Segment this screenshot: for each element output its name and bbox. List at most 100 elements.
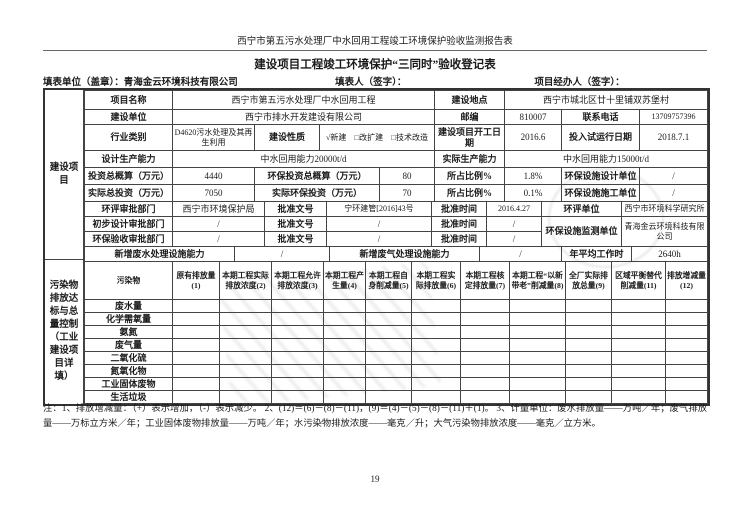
fill-person-label: 填表人（签字）： — [335, 78, 407, 88]
industry-label: 行业类别 — [83, 124, 173, 151]
col-header-pollutant: 污染物 — [83, 261, 173, 300]
acceptance-docno-label: 批准文号 — [263, 231, 327, 247]
eia-dept-label: 环评审批部门 — [83, 201, 173, 217]
data-cell — [664, 312, 708, 326]
data-cell — [171, 377, 220, 391]
acceptance-dept-value: / — [171, 231, 265, 247]
new-gas-label: 新增废气处理设施能力 — [328, 246, 480, 262]
pollutant-table: 污染物 原有排放量(1) 本期工程实际排放浓度(2) 本期工程允许排放浓度(3)… — [83, 261, 708, 404]
col-header-4: 本期工程产生量(4) — [322, 261, 366, 300]
construction-section-label: 建设项目 — [45, 90, 83, 260]
env-design-unit-label: 环保设施设计单位 — [560, 167, 640, 185]
data-cell — [610, 364, 666, 378]
data-cell — [410, 364, 461, 378]
data-cell — [508, 312, 566, 326]
data-cell — [410, 325, 461, 339]
build-unit-label: 建设单位 — [83, 109, 173, 125]
start-date-value: 2016.6 — [503, 124, 562, 151]
eia-docno-value: 宁环建管[2016]43号 — [325, 201, 432, 217]
design-docno-label: 批准文号 — [263, 216, 327, 232]
actual-invest-label: 实际总投资（万元） — [83, 184, 173, 202]
env-build-unit-value: / — [638, 184, 709, 202]
registration-form-table: 建设项目 污染物排放达标与总量控制（工业建设项目详填） 项目名称 西宁市第五污水… — [43, 88, 710, 406]
data-cell — [664, 338, 708, 352]
phone-label: 联系电话 — [560, 109, 640, 125]
data-cell — [664, 364, 708, 378]
data-cell — [610, 325, 666, 339]
postcode-value: 810007 — [503, 109, 562, 125]
col-header-7: 本期工程核定排放量(7) — [459, 261, 510, 300]
actual-invest-value: 7050 — [171, 184, 255, 202]
pollutant-row-label: 氮氧化物 — [83, 364, 173, 378]
postcode-label: 邮编 — [433, 109, 505, 125]
data-cell — [610, 312, 666, 326]
data-cell — [270, 364, 324, 378]
form-main-column: 项目名称 西宁市第五污水处理厂中水回用工程 建设地点 西宁市城北区廿十里铺双苏堡… — [83, 90, 709, 404]
data-cell — [322, 312, 366, 326]
data-cell — [664, 377, 708, 391]
budget-ratio-label: 所占比例% — [433, 167, 505, 185]
data-cell — [410, 351, 461, 365]
data-cell — [322, 299, 366, 313]
data-cell — [564, 338, 612, 352]
design-dept-value: / — [171, 216, 265, 232]
env-budget-label: 环保投资总概算（万元） — [253, 167, 380, 185]
eia-docno-label: 批准文号 — [263, 201, 327, 217]
data-cell — [564, 351, 612, 365]
col-header-3: 本期工程允许排放浓度(3) — [270, 261, 324, 300]
pollutant-section-label: 污染物排放达标与总量控制（工业建设项目详填） — [49, 281, 79, 382]
build-nature-label: 建设性质 — [253, 124, 320, 151]
data-cell — [664, 351, 708, 365]
data-cell — [364, 377, 412, 391]
footnote: 注：1、排放增减量：（+）表示增加，（-）表示减少。 2、(12)＝(6)－(8… — [43, 404, 707, 429]
data-cell — [610, 351, 666, 365]
data-cell — [270, 312, 324, 326]
data-cell — [508, 325, 566, 339]
data-cell — [459, 377, 510, 391]
pollutant-row-wastewater: 废水量 — [83, 299, 708, 313]
pollutant-row-label: 二氧化硫 — [83, 351, 173, 365]
acceptance-approval-row: 环保验收审批部门 / 批准文号 / 批准时间 / — [83, 231, 707, 247]
data-cell — [564, 312, 612, 326]
data-cell — [459, 299, 510, 313]
data-cell — [218, 312, 272, 326]
data-cell — [508, 351, 566, 365]
pollutant-row-garbage: 生活垃圾 — [83, 390, 708, 404]
data-cell — [218, 338, 272, 352]
approval-table: 环评审批部门 西宁市环境保护局 批准文号 宁环建管[2016]43号 批准时间 … — [83, 201, 708, 247]
pollutant-row-nox: 氮氧化物 — [83, 364, 708, 378]
data-cell — [564, 364, 612, 378]
pollutant-header-row: 污染物 原有排放量(1) 本期工程实际排放浓度(2) 本期工程允许排放浓度(3)… — [83, 261, 708, 300]
eia-unit-label: 环评单位 — [540, 201, 622, 217]
data-cell — [610, 299, 666, 313]
data-cell — [410, 299, 461, 313]
eia-date-label: 批准时间 — [430, 201, 487, 217]
data-cell — [270, 377, 324, 391]
data-cell — [364, 351, 412, 365]
col-header-6: 本期工程实际排放量(6) — [410, 261, 461, 300]
project-agent-label: 项目经办人（签字）： — [534, 78, 625, 88]
project-info-table: 项目名称 西宁市第五污水处理厂中水回用工程 建设地点 西宁市城北区廿十里铺双苏堡… — [83, 90, 709, 202]
data-cell — [171, 299, 220, 313]
pollutant-row-cod: 化学需氧量 — [83, 312, 708, 326]
data-cell — [610, 338, 666, 352]
pollutant-row-gas: 废气量 — [83, 338, 708, 352]
pollutant-row-label: 废气量 — [83, 338, 173, 352]
pollutant-row-label: 工业固体废物 — [83, 377, 173, 391]
design-capacity-label: 设计生产能力 — [83, 150, 173, 168]
invest-ratio-label: 所占比例% — [433, 184, 505, 202]
work-hours-value: 2640h — [630, 246, 708, 262]
pollutant-row-label: 化学需氧量 — [83, 312, 173, 326]
page-number: 19 — [370, 474, 380, 484]
acceptance-dept-label: 环保验收审批部门 — [83, 231, 173, 247]
industry-row: 行业类别 D4620污水处理及其再生利用 建设性质 √新建 □改扩建 □技术改造… — [83, 124, 709, 151]
col-header-11: 区域平衡替代削减量(11) — [610, 261, 666, 300]
data-cell — [171, 325, 220, 339]
project-name-row: 项目名称 西宁市第五污水处理厂中水回用工程 建设地点 西宁市城北区廿十里铺双苏堡… — [83, 90, 709, 110]
eia-date-value: 2016.4.27 — [485, 201, 542, 217]
build-unit-value: 西宁市排水开发建设有限公司 — [171, 109, 435, 125]
data-cell — [322, 325, 366, 339]
data-cell — [171, 338, 220, 352]
env-build-unit-label: 环保设施施工单位 — [560, 184, 640, 202]
